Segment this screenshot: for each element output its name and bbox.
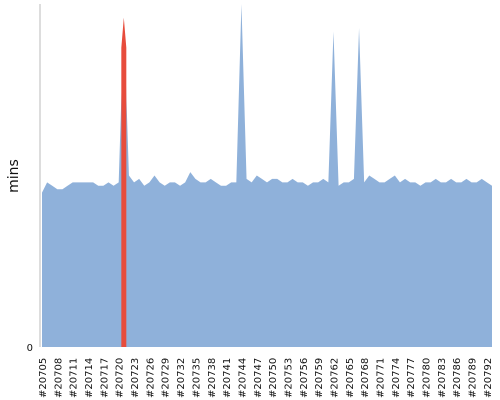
x-tick-label: #20750 (268, 358, 279, 398)
x-tick-label: #20774 (391, 358, 402, 398)
x-tick-label: #20741 (222, 358, 233, 398)
x-tick-label: #20771 (376, 358, 387, 398)
x-tick-label: #20777 (406, 358, 417, 398)
x-tick-label: #20711 (69, 358, 80, 398)
x-tick-label: #20720 (115, 358, 126, 398)
x-tick-label: #20768 (360, 358, 371, 398)
x-tick-label: #20747 (253, 358, 264, 398)
x-tick-label: #20714 (84, 358, 95, 398)
x-tick-label: #20726 (145, 358, 156, 398)
x-tick-label: #20759 (314, 358, 325, 398)
y-axis-ticks: 0 (27, 343, 33, 354)
x-tick-label: #20738 (207, 358, 218, 398)
x-tick-label: #20783 (437, 358, 448, 398)
x-tick-label: #20753 (283, 358, 294, 398)
x-tick-label: #20762 (329, 358, 340, 398)
x-axis-ticks: #20705 #20708 #20711 #20714 #20717 #20720 #207… (38, 358, 494, 398)
x-tick-label: #20792 (483, 358, 494, 398)
x-tick-label: #20723 (130, 358, 141, 398)
plot-area (42, 4, 492, 347)
x-tick-label: #20732 (176, 358, 187, 398)
y-tick-label: 0 (27, 343, 33, 354)
highlighted-build-marker[interactable] (121, 17, 127, 347)
x-tick-label: #20786 (452, 358, 463, 398)
x-tick-label: #20735 (191, 358, 202, 398)
x-tick-label: #20708 (53, 358, 64, 398)
x-tick-label: #20756 (299, 358, 310, 398)
x-tick-label: #20717 (99, 358, 110, 398)
area-series (42, 4, 492, 347)
x-tick-label: #20765 (345, 358, 356, 398)
x-tick-label: #20780 (422, 358, 433, 398)
x-tick-label: #20744 (237, 358, 248, 398)
x-tick-label: #20729 (161, 358, 172, 398)
x-tick-label: #20789 (468, 358, 479, 398)
y-axis-title: mins (6, 159, 22, 193)
x-tick-label: #20705 (38, 358, 49, 398)
